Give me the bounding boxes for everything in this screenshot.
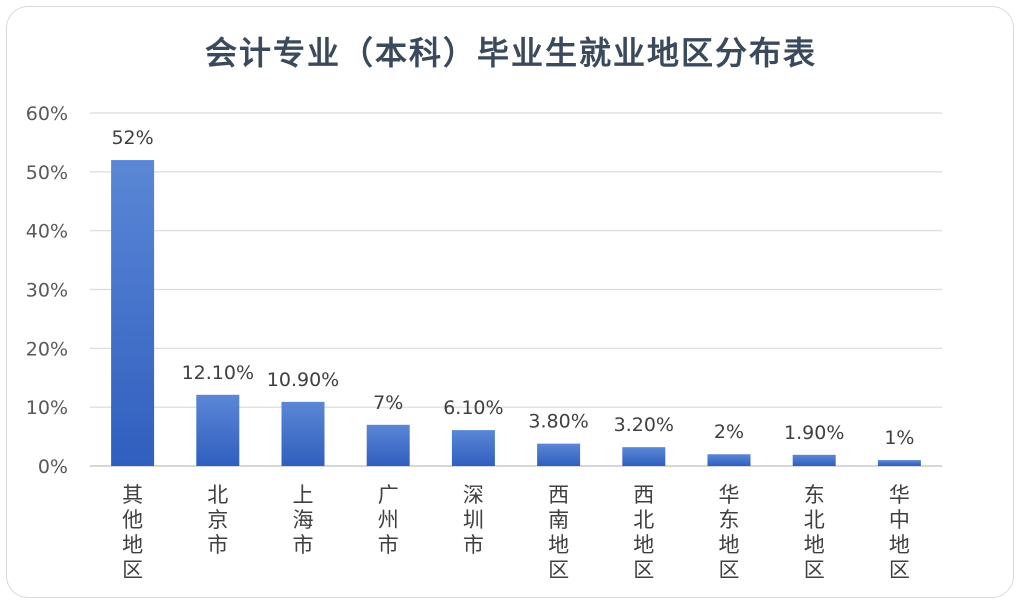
category-label: 东北地区 <box>804 483 825 582</box>
y-tick-label: 40% <box>26 221 68 243</box>
bar <box>877 460 921 466</box>
bar <box>366 424 410 466</box>
category-label: 华东地区 <box>719 483 740 582</box>
y-axis-ticks: 0% 10% 20% 30% 40% 50% 60% <box>26 103 68 478</box>
y-tick-label: 60% <box>26 103 68 125</box>
y-tick-label: 10% <box>26 397 68 419</box>
bar <box>281 401 325 466</box>
data-label: 1% <box>884 427 914 449</box>
data-label: 2% <box>714 421 744 443</box>
bar <box>707 454 751 466</box>
category-label: 西北地区 <box>633 483 654 582</box>
y-tick-label: 50% <box>26 162 68 184</box>
category-label: 西南地区 <box>548 483 569 582</box>
y-tick-label: 30% <box>26 280 68 302</box>
data-labels: 52% 12.10% 10.90% 7% 6.10% 3.80% 3.20% 2% 1.90% 1… <box>111 127 914 449</box>
y-tick-label: 0% <box>38 456 68 478</box>
x-axis-categories: 其他地区 北京市 上海市 广州市 深圳市 西南地区 西北地区 华东地区 东北地区 华中地区 <box>122 483 910 582</box>
y-tick-label: 20% <box>26 338 68 360</box>
category-label: 广州市 <box>378 483 399 557</box>
data-label: 10.90% <box>267 369 339 391</box>
data-label: 6.10% <box>443 397 503 419</box>
category-label: 上海市 <box>293 483 314 557</box>
chart-card <box>6 6 1014 598</box>
data-label: 1.90% <box>784 422 844 444</box>
chart-title: 会计专业（本科）毕业生就业地区分布表 <box>204 34 817 72</box>
bars <box>111 160 921 467</box>
bar <box>451 430 495 466</box>
bar <box>622 447 666 466</box>
bar <box>792 454 836 466</box>
bar <box>537 443 581 466</box>
data-label: 52% <box>111 127 153 149</box>
data-label: 12.10% <box>182 362 254 384</box>
category-label: 北京市 <box>207 483 228 557</box>
bar <box>196 394 240 466</box>
category-label: 其他地区 <box>122 483 143 582</box>
bar <box>111 160 155 467</box>
data-label: 3.80% <box>528 411 588 433</box>
category-label: 深圳市 <box>463 483 484 557</box>
data-label: 7% <box>373 392 403 414</box>
category-label: 华中地区 <box>889 483 910 582</box>
data-label: 3.20% <box>614 414 674 436</box>
